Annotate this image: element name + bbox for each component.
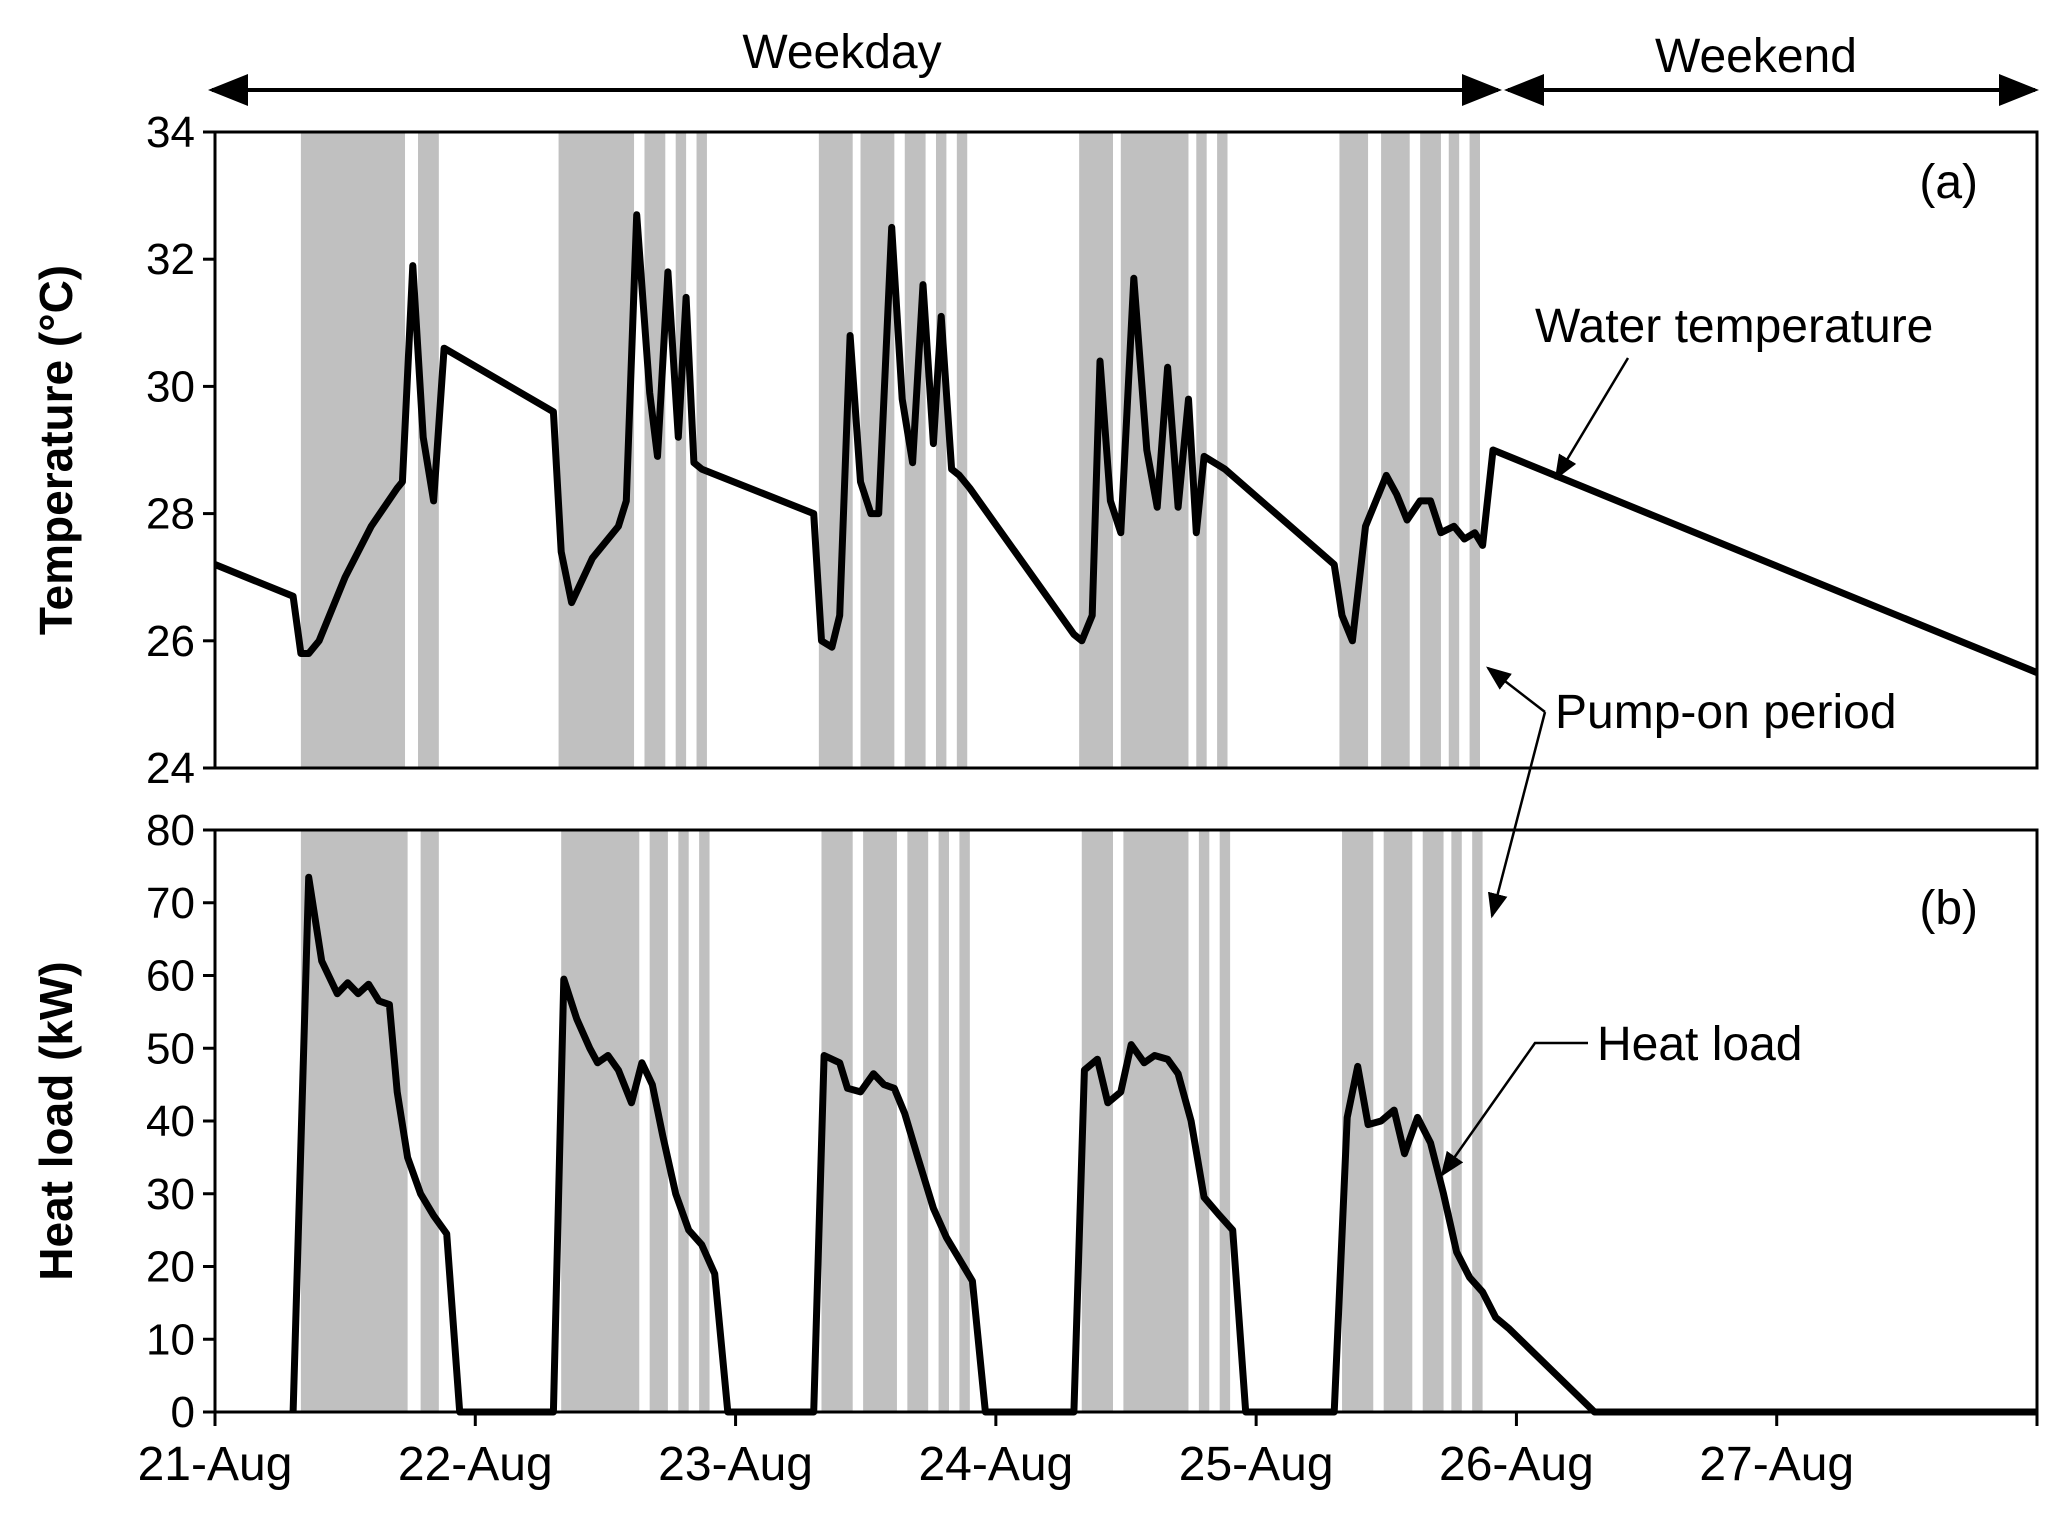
pump-on-band <box>863 830 897 1412</box>
pump-on-band <box>1120 132 1189 768</box>
y-tick-label: 28 <box>146 490 195 539</box>
pump-on-band <box>1420 132 1441 768</box>
series-water-temperature <box>213 211 2039 676</box>
y-tick-label: 24 <box>146 744 195 793</box>
y-ticks-a: 24 26 28 30 32 34 <box>146 108 215 793</box>
x-ticks: 21-Aug 22-Aug 23-Aug 24-Aug 25-Aug 26-Aug 27-A… <box>138 1412 2039 1491</box>
pump-on-band <box>959 830 970 1412</box>
leader-pump-on-lower <box>1487 711 1547 919</box>
pump-on-band <box>558 132 635 768</box>
pump-on-band <box>1219 830 1231 1412</box>
pump-on-band <box>420 830 439 1412</box>
panel-b: 0 10 20 30 40 50 60 70 80 21-Aug 22-Aug 23-Aug 24-A… <box>30 806 2039 1491</box>
pump-on-band <box>1448 132 1460 768</box>
pump-on-band <box>696 132 707 768</box>
x-tick-label: 26-Aug <box>1439 1438 1594 1491</box>
pump-on-band <box>956 132 968 768</box>
weekend-label: Weekend <box>1655 30 1857 83</box>
leader-pump-on-upper <box>1486 666 1546 713</box>
pump-on-band <box>821 830 853 1412</box>
pump-on-band <box>1422 830 1444 1412</box>
annotation-pump-on: Pump-on period <box>1486 666 1897 919</box>
pump-on-band <box>678 830 689 1412</box>
panel-a: 24 26 28 30 32 34 (a) Temperature (°C) Water … <box>30 108 2039 793</box>
pump-on-bands-b <box>300 830 1483 1412</box>
x-tick-label: 21-Aug <box>138 1438 293 1491</box>
y-tick-label: 0 <box>171 1388 195 1437</box>
y-tick-label: 32 <box>146 235 195 284</box>
x-tick-label: 23-Aug <box>658 1438 813 1491</box>
y-tick-label: 70 <box>146 879 195 928</box>
pump-on-band <box>1081 830 1113 1412</box>
y-ticks-b: 0 10 20 30 40 50 60 70 80 <box>146 806 215 1437</box>
pump-on-band <box>1469 132 1480 768</box>
y-tick-label: 40 <box>146 1097 195 1146</box>
pump-on-band <box>1339 132 1369 768</box>
panel-tag-b: (b) <box>1919 882 1978 935</box>
y-tick-label: 60 <box>146 952 195 1001</box>
annotation-heat-load: Heat load <box>1597 1018 1802 1071</box>
pump-on-band <box>1196 132 1207 768</box>
y-tick-label: 80 <box>146 806 195 855</box>
y-tick-label: 20 <box>146 1243 195 1292</box>
x-tick-label: 27-Aug <box>1699 1438 1854 1491</box>
plot-frame-b <box>213 828 2039 1414</box>
pump-on-band <box>1381 132 1410 768</box>
x-tick-label: 25-Aug <box>1179 1438 1334 1491</box>
pump-on-band <box>1451 830 1462 1412</box>
leader-water-temperature <box>1554 357 1630 481</box>
pump-on-band <box>675 132 687 768</box>
panel-tag-a: (a) <box>1919 156 1978 209</box>
leader-heat-load <box>1440 1041 1588 1178</box>
pump-on-band <box>561 830 640 1412</box>
x-tick-label: 22-Aug <box>398 1438 553 1491</box>
annotation-pump-on-period: Pump-on period <box>1555 686 1897 739</box>
pump-on-band <box>907 830 929 1412</box>
pump-on-band <box>1123 830 1189 1412</box>
pump-on-band <box>1198 830 1210 1412</box>
y-tick-label: 34 <box>146 108 195 157</box>
annotation-water-temperature: Water temperature <box>1535 300 1933 353</box>
pump-on-band <box>935 132 947 768</box>
y-tick-label: 50 <box>146 1024 195 1073</box>
pump-on-band <box>938 830 950 1412</box>
pump-on-band <box>300 132 406 768</box>
pump-on-band <box>699 830 710 1412</box>
plot-frame-a <box>213 130 2039 770</box>
y-tick-label: 26 <box>146 617 195 666</box>
period-indicator: Weekday Weekend <box>208 26 2039 106</box>
pump-on-band <box>1217 132 1228 768</box>
pump-on-band <box>1472 830 1483 1412</box>
y-tick-label: 30 <box>146 1170 195 1219</box>
x-tick-label: 24-Aug <box>918 1438 1073 1491</box>
y-tick-label: 30 <box>146 362 195 411</box>
y-axis-label-b: Heat load (kW) <box>30 961 82 1280</box>
y-tick-label: 10 <box>146 1315 195 1364</box>
y-axis-label-a: Temperature (°C) <box>30 265 82 635</box>
weekday-label: Weekday <box>742 26 941 79</box>
